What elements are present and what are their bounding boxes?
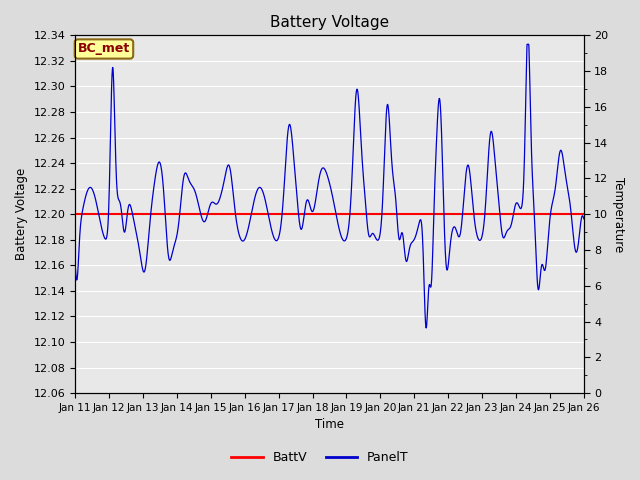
Title: Battery Voltage: Battery Voltage bbox=[270, 15, 389, 30]
Text: BC_met: BC_met bbox=[78, 43, 130, 56]
Y-axis label: Temperature: Temperature bbox=[612, 177, 625, 252]
X-axis label: Time: Time bbox=[315, 419, 344, 432]
Legend: BattV, PanelT: BattV, PanelT bbox=[227, 446, 413, 469]
Y-axis label: Battery Voltage: Battery Voltage bbox=[15, 168, 28, 260]
